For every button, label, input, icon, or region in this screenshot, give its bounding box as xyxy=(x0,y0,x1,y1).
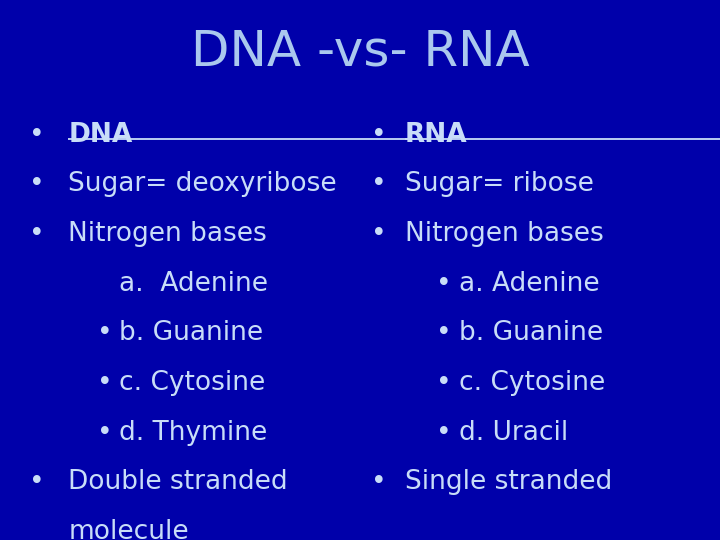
Text: •: • xyxy=(97,370,113,396)
Text: •: • xyxy=(29,221,45,247)
Text: Double stranded: Double stranded xyxy=(68,469,288,495)
Text: c. Cytosine: c. Cytosine xyxy=(119,370,265,396)
Text: a. Adenine: a. Adenine xyxy=(459,271,600,296)
Text: •: • xyxy=(436,320,451,346)
Text: •: • xyxy=(97,320,113,346)
Text: •: • xyxy=(436,271,451,296)
Text: •: • xyxy=(436,420,451,446)
Text: molecule: molecule xyxy=(68,519,189,540)
Text: •: • xyxy=(436,370,451,396)
Text: Nitrogen bases: Nitrogen bases xyxy=(68,221,267,247)
Text: Sugar= deoxyribose: Sugar= deoxyribose xyxy=(68,171,337,197)
Text: b. Guanine: b. Guanine xyxy=(459,320,603,346)
Text: d. Thymine: d. Thymine xyxy=(119,420,267,446)
Text: •: • xyxy=(29,122,45,147)
Text: •: • xyxy=(371,469,387,495)
Text: •: • xyxy=(371,221,387,247)
Text: DNA: DNA xyxy=(68,122,132,147)
Text: a.  Adenine: a. Adenine xyxy=(119,271,268,296)
Text: Sugar= ribose: Sugar= ribose xyxy=(405,171,593,197)
Text: RNA: RNA xyxy=(405,122,467,147)
Text: •: • xyxy=(29,171,45,197)
Text: Single stranded: Single stranded xyxy=(405,469,612,495)
Text: •: • xyxy=(371,122,387,147)
Text: DNA -vs- RNA: DNA -vs- RNA xyxy=(191,27,529,75)
Text: Nitrogen bases: Nitrogen bases xyxy=(405,221,603,247)
Text: •: • xyxy=(29,469,45,495)
Text: c. Cytosine: c. Cytosine xyxy=(459,370,606,396)
Text: d. Uracil: d. Uracil xyxy=(459,420,569,446)
Text: •: • xyxy=(97,420,113,446)
Text: •: • xyxy=(371,171,387,197)
Text: b. Guanine: b. Guanine xyxy=(119,320,263,346)
